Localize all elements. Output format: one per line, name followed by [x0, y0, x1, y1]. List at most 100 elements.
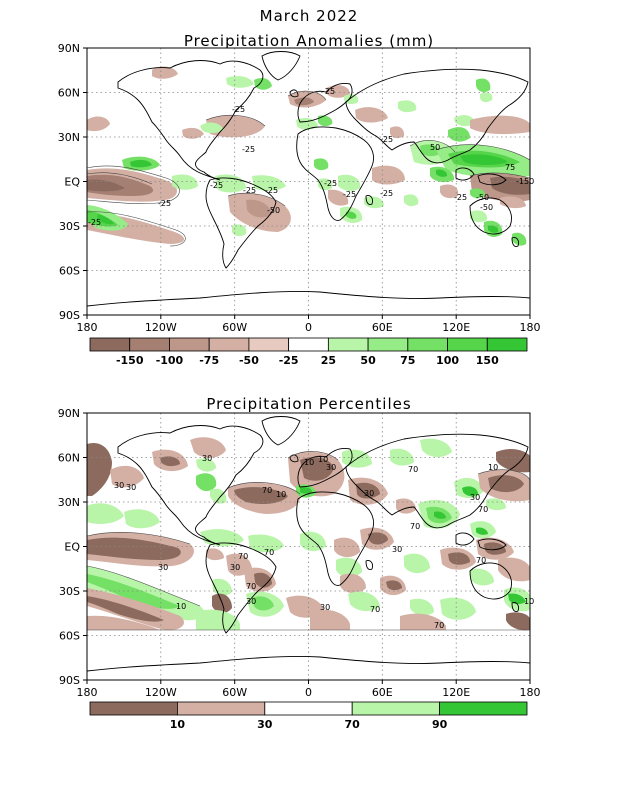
contour-label: -25: [232, 105, 245, 114]
contour-label: 10: [176, 602, 186, 611]
contour-label: -25: [324, 179, 337, 188]
contour-label: 30: [202, 454, 212, 463]
colorbar-swatch: [208, 337, 250, 352]
contour-label: -25: [380, 135, 393, 144]
contour-label: 30: [158, 563, 168, 572]
colorbar-label: 70: [345, 718, 361, 731]
colorbar-swatch: [351, 701, 441, 716]
colorbar-swatch: [129, 337, 170, 352]
contour-label: 70: [238, 552, 248, 561]
anomaly-coastlines: [87, 51, 530, 307]
colorbar-swatch: [169, 337, 210, 352]
contour-label: 70: [410, 522, 420, 531]
contour-label: 70: [478, 505, 488, 514]
contour-label: 30: [392, 545, 402, 554]
percentile-contour-labels: 30 30 10 70 10 30 10 70 30 30 70 30 10 3…: [114, 454, 534, 630]
colorbar-swatch: [288, 337, 329, 352]
lon-label: 180: [77, 686, 98, 699]
contour-label: 10: [524, 597, 534, 606]
colorbar-swatch: [486, 337, 528, 352]
percentile-map-title: Precipitation Percentiles: [206, 395, 411, 413]
lat-label: 90S: [59, 309, 80, 322]
anomaly-colorbar: -150 -100 -75 -50 -25 25 50 75 100 150: [89, 337, 528, 367]
contour-label: 30: [126, 483, 136, 492]
contour-label: 30: [246, 597, 256, 606]
lon-label: 180: [77, 321, 98, 334]
lat-label: 60N: [58, 452, 80, 465]
contour-label: 75: [505, 163, 515, 172]
lon-label: 0: [305, 686, 312, 699]
anomaly-map-title: Precipitation Anomalies (mm): [184, 32, 434, 50]
lat-label: EQ: [64, 176, 80, 189]
lat-label: 60S: [59, 265, 80, 278]
percentile-gridlines: [87, 413, 530, 680]
lon-label: 120W: [145, 686, 177, 699]
contour-label: 10: [488, 463, 498, 472]
contour-label: 30: [114, 481, 124, 490]
colorbar-label: 10: [170, 718, 186, 731]
contour-label: -25: [243, 186, 256, 195]
contour-label: 50: [430, 143, 440, 152]
contour-label: 70: [476, 556, 486, 565]
anomaly-gridlines: [87, 48, 530, 315]
lon-label: 180: [520, 686, 541, 699]
lat-label: 90N: [58, 42, 80, 55]
contour-label: -25: [158, 199, 171, 208]
contour-label: 70: [408, 465, 418, 474]
percentile-ticks: [83, 412, 531, 684]
contour-label: -25: [88, 218, 101, 227]
colorbar-swatch: [367, 337, 409, 352]
lat-label: 30N: [58, 131, 80, 144]
lon-label: 60E: [372, 321, 393, 334]
lat-label: 30S: [59, 220, 80, 233]
lon-label: 120E: [442, 686, 470, 699]
colorbar-swatch: [264, 701, 353, 716]
contour-label: -50: [267, 206, 280, 215]
colorbar-swatch: [176, 701, 266, 716]
colorbar-label: 150: [476, 354, 499, 367]
colorbar-label: -150: [116, 354, 144, 367]
contour-label: 30: [326, 463, 336, 472]
contour-label: 70: [434, 621, 444, 630]
lat-label: 30N: [58, 496, 80, 509]
contour-label: -25: [343, 190, 356, 199]
lat-label: 30S: [59, 585, 80, 598]
lat-label: EQ: [64, 541, 80, 554]
contour-label: 30: [230, 563, 240, 572]
colorbar-label: -50: [239, 354, 259, 367]
contour-label: -150: [516, 177, 534, 186]
contour-label: 70: [264, 548, 274, 557]
contour-label: -25: [454, 193, 467, 202]
colorbar-swatch: [89, 701, 178, 716]
anomaly-contour-labels: -25 -25 -25 -25 -25 -25 -25 -50 -25 -25 …: [88, 87, 534, 227]
percentile-contours: [87, 451, 530, 631]
colorbar-swatch: [447, 337, 488, 352]
contour-label: -25: [265, 186, 278, 195]
contour-label: 30: [364, 489, 374, 498]
lon-label: 60E: [372, 686, 393, 699]
colorbar-label: 50: [360, 354, 376, 367]
anomaly-shading: [87, 66, 530, 246]
anomaly-ticks: [83, 47, 531, 319]
lon-label: 180: [520, 321, 541, 334]
contour-label: 70: [370, 605, 380, 614]
colorbar-swatch: [439, 701, 528, 716]
lat-label: 90N: [58, 407, 80, 420]
colorbar-label: 90: [432, 718, 448, 731]
contour-label: -25: [380, 189, 393, 198]
lon-label: 120E: [442, 321, 470, 334]
percentile-map: Precipitation Percentiles: [58, 395, 541, 699]
lon-label: 60W: [222, 321, 247, 334]
contour-label: 30: [470, 493, 480, 502]
contour-label: -25: [210, 181, 223, 190]
contour-label: -50: [480, 203, 493, 212]
lon-label: 60W: [222, 686, 247, 699]
colorbar-label: 75: [400, 354, 415, 367]
percentile-shading: [87, 437, 530, 631]
contour-label: -25: [322, 87, 335, 96]
main-title: March 2022: [260, 7, 359, 25]
colorbar-swatch: [248, 337, 290, 352]
colorbar-label: 100: [436, 354, 459, 367]
colorbar-label: -100: [156, 354, 184, 367]
